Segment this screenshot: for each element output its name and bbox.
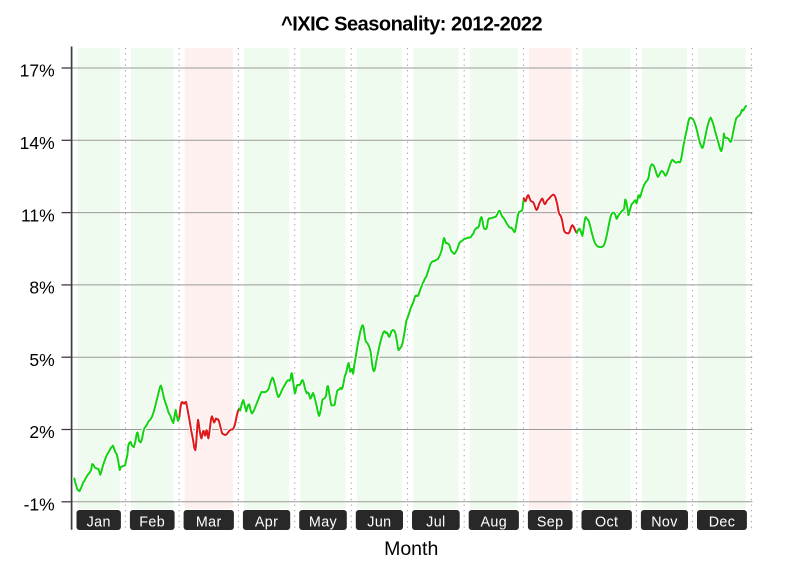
svg-text:May: May	[309, 514, 338, 530]
svg-text:Mar: Mar	[196, 514, 222, 530]
svg-text:17%: 17%	[20, 61, 55, 81]
svg-text:-1%: -1%	[24, 495, 55, 515]
svg-text:8%: 8%	[29, 278, 54, 298]
svg-text:Aug: Aug	[480, 514, 507, 530]
svg-text:11%: 11%	[21, 205, 55, 225]
svg-text:^IXIC Seasonality: 2012-2022: ^IXIC Seasonality: 2012-2022	[281, 14, 543, 36]
svg-text:Month: Month	[384, 538, 438, 560]
svg-text:14%: 14%	[20, 133, 55, 153]
svg-text:Jan: Jan	[87, 514, 111, 530]
svg-text:Nov: Nov	[651, 514, 678, 530]
svg-text:Feb: Feb	[139, 514, 165, 530]
svg-text:Sep: Sep	[537, 514, 564, 530]
svg-text:5%: 5%	[29, 350, 54, 370]
svg-text:Dec: Dec	[709, 514, 736, 530]
svg-text:Jun: Jun	[367, 514, 391, 530]
svg-text:2%: 2%	[29, 422, 54, 442]
svg-text:Apr: Apr	[255, 514, 278, 530]
svg-text:Jul: Jul	[426, 514, 445, 530]
svg-text:Oct: Oct	[595, 514, 618, 530]
